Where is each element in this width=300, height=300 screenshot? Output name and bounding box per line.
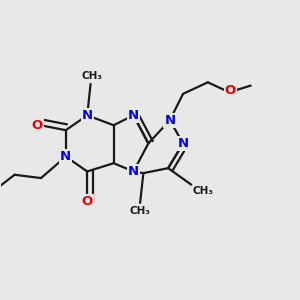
Text: O: O xyxy=(225,84,236,97)
Text: O: O xyxy=(32,119,43,132)
Text: O: O xyxy=(82,195,93,208)
Text: N: N xyxy=(60,150,71,163)
Text: CH₃: CH₃ xyxy=(130,206,151,216)
Text: CH₃: CH₃ xyxy=(82,70,103,81)
Text: N: N xyxy=(128,109,139,122)
Text: N: N xyxy=(164,114,175,127)
Text: CH₃: CH₃ xyxy=(193,186,214,196)
Text: N: N xyxy=(82,109,93,122)
Text: N: N xyxy=(128,165,139,178)
Text: N: N xyxy=(178,137,189,150)
